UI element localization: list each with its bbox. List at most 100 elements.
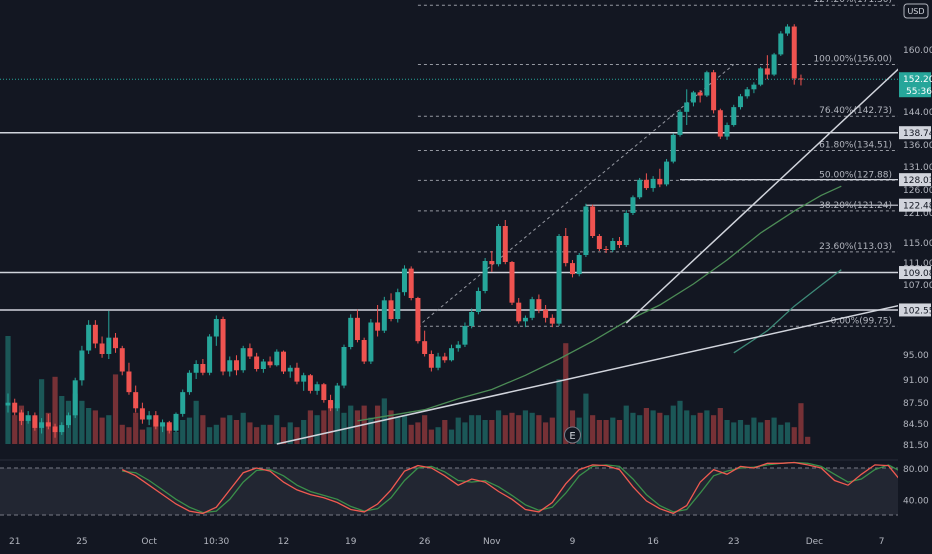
candle [590, 204, 596, 238]
volume-bar [791, 427, 797, 444]
candle [563, 228, 569, 267]
candle [711, 69, 717, 114]
candle [254, 352, 260, 372]
candle [569, 260, 575, 278]
candle [428, 350, 434, 372]
time-tick-label: 10:30 [203, 537, 229, 547]
volume-bar [5, 336, 11, 444]
volume-bar [771, 417, 777, 444]
candle [173, 412, 179, 433]
volume-bar [146, 427, 152, 444]
candle [731, 104, 737, 127]
candle [5, 393, 11, 413]
volume-bar [334, 403, 340, 444]
candle [287, 365, 293, 378]
volume-bar [442, 420, 448, 444]
level-badge-text: 128.03 [903, 176, 932, 186]
candle-body [717, 110, 723, 137]
candle [368, 319, 374, 364]
level-badge: 109.08 [899, 266, 932, 280]
level-badge-box [899, 303, 931, 317]
volume-bar [180, 420, 186, 444]
candle-body [596, 236, 602, 249]
candle-body [764, 68, 770, 75]
candle [408, 266, 414, 301]
candle-body [785, 26, 791, 34]
volume-bar [690, 415, 697, 444]
oscillator-tick-label: 40.00 [903, 496, 929, 506]
candle [18, 409, 24, 426]
time-tick-label: 16 [647, 537, 659, 547]
candle-body [227, 360, 233, 372]
level-badge-box [899, 126, 931, 140]
candle-body [39, 422, 45, 428]
volume-bar [784, 422, 791, 444]
volume-bar [549, 417, 555, 444]
candle-body [690, 92, 696, 103]
volume-bar [798, 403, 804, 444]
price-tick-label: 107.00 [903, 281, 932, 291]
volume-bar [207, 427, 213, 444]
candle-body [45, 422, 51, 427]
candle [401, 265, 407, 296]
candle-body [32, 415, 38, 428]
volume-bar [455, 417, 461, 444]
candle [32, 412, 38, 431]
candle [220, 316, 226, 376]
candle [341, 344, 347, 389]
candle-body [99, 343, 105, 354]
candle [603, 246, 609, 253]
candle [348, 314, 354, 350]
candle-body [166, 422, 172, 431]
time-tick-label: Nov [483, 537, 501, 547]
candle-body [549, 317, 555, 324]
candle-body [798, 78, 804, 80]
candle [139, 402, 145, 424]
candle [260, 359, 266, 373]
time-tick-label: Oct [141, 537, 157, 547]
candle [697, 90, 703, 103]
candle-body [569, 263, 575, 275]
candle [113, 333, 119, 353]
candle-body [354, 317, 360, 340]
candle-body [536, 299, 542, 310]
volume-bar [166, 424, 172, 444]
fib-level-label: 100.00%(156.00) [813, 55, 892, 65]
volume-bar [435, 427, 441, 444]
candle-body [704, 72, 710, 96]
volume-bar [596, 420, 602, 444]
volume-bar [112, 374, 119, 444]
candle [704, 70, 710, 98]
candle-body [186, 372, 192, 393]
price-tick-label: 121.00 [903, 209, 932, 219]
fib-level-label: 23.60%(113.03) [819, 242, 892, 252]
volume-bar [280, 427, 287, 444]
volume-bar [327, 400, 334, 444]
level-badge-text: 102.55 [903, 306, 932, 316]
volume-bar [321, 410, 327, 444]
candle-body [113, 337, 119, 349]
volume-bar [368, 417, 374, 444]
time-tick-label: 21 [9, 537, 20, 547]
candle [274, 349, 280, 367]
price-tick-label: 95.00 [903, 351, 929, 361]
candle [583, 203, 589, 257]
candle [65, 412, 71, 428]
candle-body [462, 326, 468, 345]
volume-bar [119, 424, 125, 444]
candle-body [751, 84, 757, 90]
volume-bar [670, 405, 676, 444]
candle-body [469, 312, 475, 326]
volume-bar [159, 424, 166, 444]
fib-level-label: 50.00%(127.88) [819, 170, 892, 180]
level-badge: 128.03 [899, 173, 932, 187]
candle-body [72, 380, 78, 416]
candle [72, 377, 78, 419]
candle-body [375, 322, 381, 331]
candle-body [778, 33, 784, 55]
volume-bar [663, 415, 670, 444]
volume-bar [213, 424, 219, 444]
candle-body [771, 54, 777, 75]
